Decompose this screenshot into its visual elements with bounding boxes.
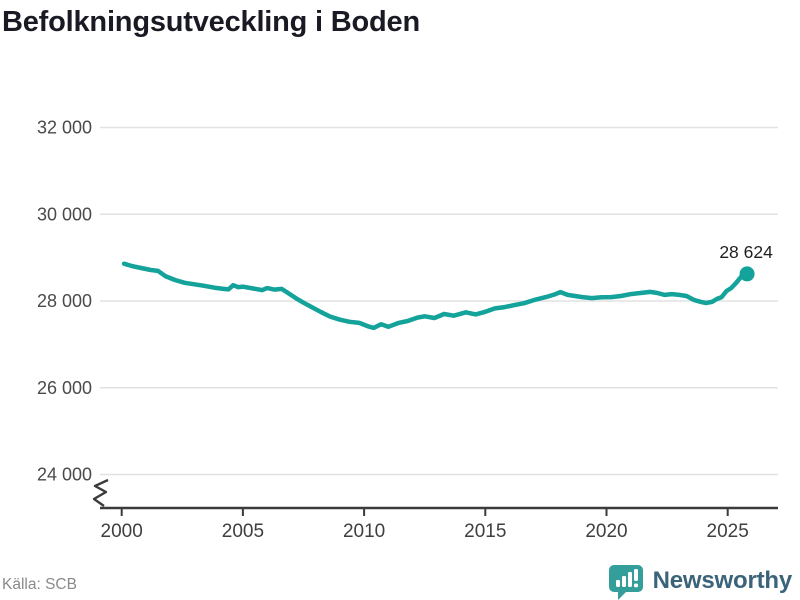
brand-name: Newsworthy xyxy=(652,567,793,594)
y-axis-tick-label: 26 000 xyxy=(37,378,92,398)
axis-break-symbol xyxy=(92,478,109,507)
y-axis-tick-label: 24 000 xyxy=(37,465,92,485)
end-value-label: 28 624 xyxy=(719,242,773,262)
y-axis-tick-label: 30 000 xyxy=(37,204,92,224)
source-label: Källa: SCB xyxy=(2,576,77,593)
x-axis-tick-label: 2020 xyxy=(585,521,627,542)
chart-title: Befolkningsutveckling i Boden xyxy=(2,6,420,38)
x-axis-tick-label: 2000 xyxy=(101,521,143,542)
x-axis-tick-label: 2010 xyxy=(343,521,385,542)
y-axis-tick-label: 28 000 xyxy=(37,291,92,311)
newsworthy-logo-icon xyxy=(608,565,643,600)
brand-logo: Newsworthy xyxy=(607,562,792,600)
population-line xyxy=(121,261,750,331)
y-axis-tick-label: 32 000 xyxy=(37,118,92,138)
x-axis-tick-label: 2025 xyxy=(707,521,749,542)
x-axis-tick-label: 2005 xyxy=(222,521,264,542)
end-point-dot xyxy=(739,266,755,282)
x-axis-tick-label: 2015 xyxy=(464,521,506,542)
